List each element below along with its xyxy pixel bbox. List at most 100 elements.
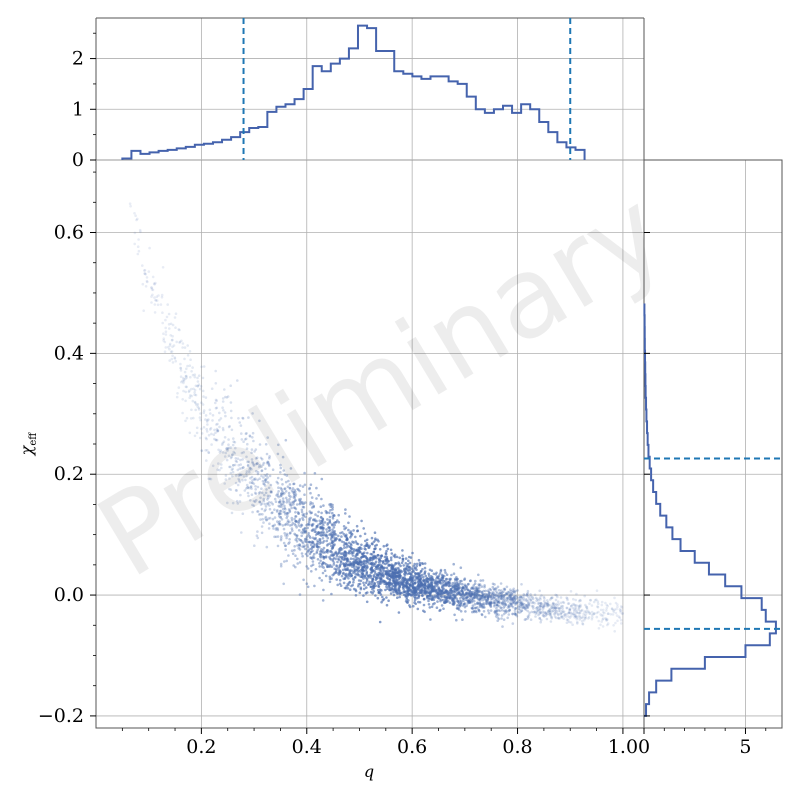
scatter-point [562, 617, 565, 620]
scatter-point [473, 603, 477, 606]
scatter-point [183, 346, 187, 349]
scatter-point [463, 588, 467, 592]
scatter-point [277, 486, 280, 490]
scatter-point [347, 528, 350, 532]
scatter-point [344, 573, 347, 577]
scatter-point [542, 612, 546, 615]
scatter-point [368, 557, 372, 560]
scatter-point [344, 564, 348, 567]
scatter-point [560, 615, 563, 619]
scatter-point [254, 492, 258, 496]
scatter-point [482, 606, 485, 609]
scatter-point [304, 537, 308, 541]
scatter-point [513, 594, 516, 598]
scatter-point [486, 598, 489, 602]
scatter-point [249, 499, 252, 502]
scatter-point [326, 523, 330, 526]
scatter-point [266, 481, 270, 484]
scatter-point [579, 603, 582, 607]
scatter-point [510, 589, 513, 593]
scatter-point [349, 546, 353, 550]
scatter-point [260, 457, 264, 461]
scatter-point [154, 298, 157, 302]
scatter-point [402, 593, 406, 597]
scatter-point [294, 493, 298, 496]
scatter-point [357, 570, 361, 573]
scatter-point [554, 606, 558, 610]
scatter-point [600, 614, 603, 617]
scatter-point [619, 609, 622, 613]
scatter-point [354, 535, 357, 539]
scatter-point [145, 276, 149, 279]
scatter-point [530, 605, 534, 608]
scatter-point [523, 605, 526, 609]
scatter-point [310, 524, 314, 528]
scatter-point [508, 593, 512, 597]
scatter-point [497, 613, 500, 616]
scatter-point [171, 345, 174, 349]
scatter-point [307, 549, 310, 553]
scatter-point [276, 527, 280, 530]
scatter-point [572, 608, 576, 612]
scatter-point [350, 532, 354, 536]
scatter-point [305, 582, 309, 585]
scatter-point [304, 501, 307, 504]
scatter-point [529, 618, 533, 621]
scatter-point [227, 425, 231, 429]
scatter-point [474, 591, 477, 594]
scatter-point [433, 581, 437, 584]
scatter-point [281, 502, 285, 506]
scatter-point [465, 592, 469, 595]
scatter-point [384, 552, 388, 555]
scatter-point [300, 534, 304, 538]
scatter-point [452, 572, 456, 575]
scatter-point [417, 582, 421, 586]
scatter-point [250, 487, 253, 490]
scatter-point [538, 603, 541, 606]
scatter-point [436, 583, 439, 586]
scatter-point [486, 594, 489, 598]
scatter-point [471, 590, 474, 594]
scatter-point [298, 519, 301, 522]
scatter-point [381, 595, 384, 599]
scatter-point [397, 611, 401, 614]
scatter-point [171, 361, 175, 364]
scatter-point [300, 523, 303, 527]
scatter-point [415, 568, 418, 571]
scatter-point [467, 591, 471, 595]
scatter-point [548, 598, 552, 601]
scatter-point [162, 337, 166, 341]
scatter-point [491, 595, 495, 599]
scatter-point [383, 555, 387, 559]
x-tick-label: 0.8 [502, 736, 532, 758]
scatter-point [314, 543, 317, 547]
scatter-point [418, 591, 422, 594]
scatter-point [365, 566, 369, 570]
scatter-point [495, 603, 499, 606]
scatter-point [226, 447, 229, 451]
scatter-point [515, 601, 519, 604]
scatter-point [325, 530, 329, 534]
scatter-point [520, 583, 523, 586]
scatter-point [432, 589, 436, 593]
scatter-point [322, 531, 326, 534]
scatter-point [525, 606, 528, 609]
scatter-point [479, 579, 483, 582]
scatter-point [280, 493, 283, 496]
scatter-point [514, 613, 517, 616]
scatter-point [427, 603, 431, 606]
scatter-point [512, 596, 515, 600]
scatter-point [161, 266, 165, 269]
scatter-point [276, 492, 280, 496]
scatter-point [571, 612, 575, 616]
scatter-point [471, 597, 475, 601]
scatter-point [519, 595, 522, 599]
scatter-point [511, 622, 515, 625]
scatter-point [372, 569, 375, 572]
scatter-point [282, 510, 286, 514]
scatter-point [333, 567, 337, 571]
scatter-point [246, 491, 250, 495]
scatter-point [492, 600, 496, 603]
scatter-point [548, 612, 552, 616]
scatter-point [365, 544, 369, 547]
